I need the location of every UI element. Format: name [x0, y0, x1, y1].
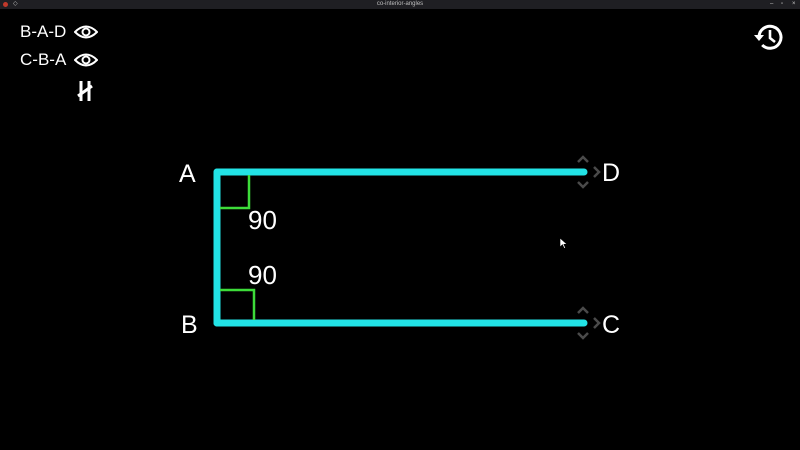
angle-item-label: C-B-A: [20, 50, 67, 69]
point-label-a: A: [179, 160, 196, 188]
point-label-d: D: [602, 159, 620, 187]
close-button[interactable]: ×: [792, 1, 796, 7]
angle-value-cba: 90: [248, 260, 277, 290]
point-label-b: B: [181, 311, 198, 339]
window-titlebar: ◇ co-interior-angles – ▫ ×: [0, 0, 800, 9]
minimize-button[interactable]: –: [770, 1, 774, 7]
maximize-button[interactable]: ▫: [781, 1, 784, 7]
right-angle-marker-cba: [220, 288, 256, 320]
history-icon[interactable]: [752, 20, 786, 54]
window-title: co-interior-angles: [376, 1, 424, 7]
angle-item-bad: B-A-D: [20, 20, 98, 44]
eye-icon[interactable]: [74, 24, 98, 40]
parallel-lines-icon[interactable]: [76, 79, 96, 103]
eye-icon[interactable]: [74, 52, 98, 68]
window-menu-icon[interactable]: ◇: [13, 1, 18, 7]
point-label-c: C: [602, 311, 620, 339]
drag-handle-c[interactable]: [577, 306, 601, 340]
app-icon: [3, 2, 8, 7]
angle-item-cba: C-B-A: [20, 48, 98, 72]
mouse-cursor-icon: [560, 238, 568, 249]
drag-handle-d[interactable]: [577, 155, 601, 189]
angle-item-label: B-A-D: [20, 22, 67, 41]
right-angle-marker-bad: [220, 175, 251, 210]
angle-value-bad: 90: [248, 205, 277, 235]
